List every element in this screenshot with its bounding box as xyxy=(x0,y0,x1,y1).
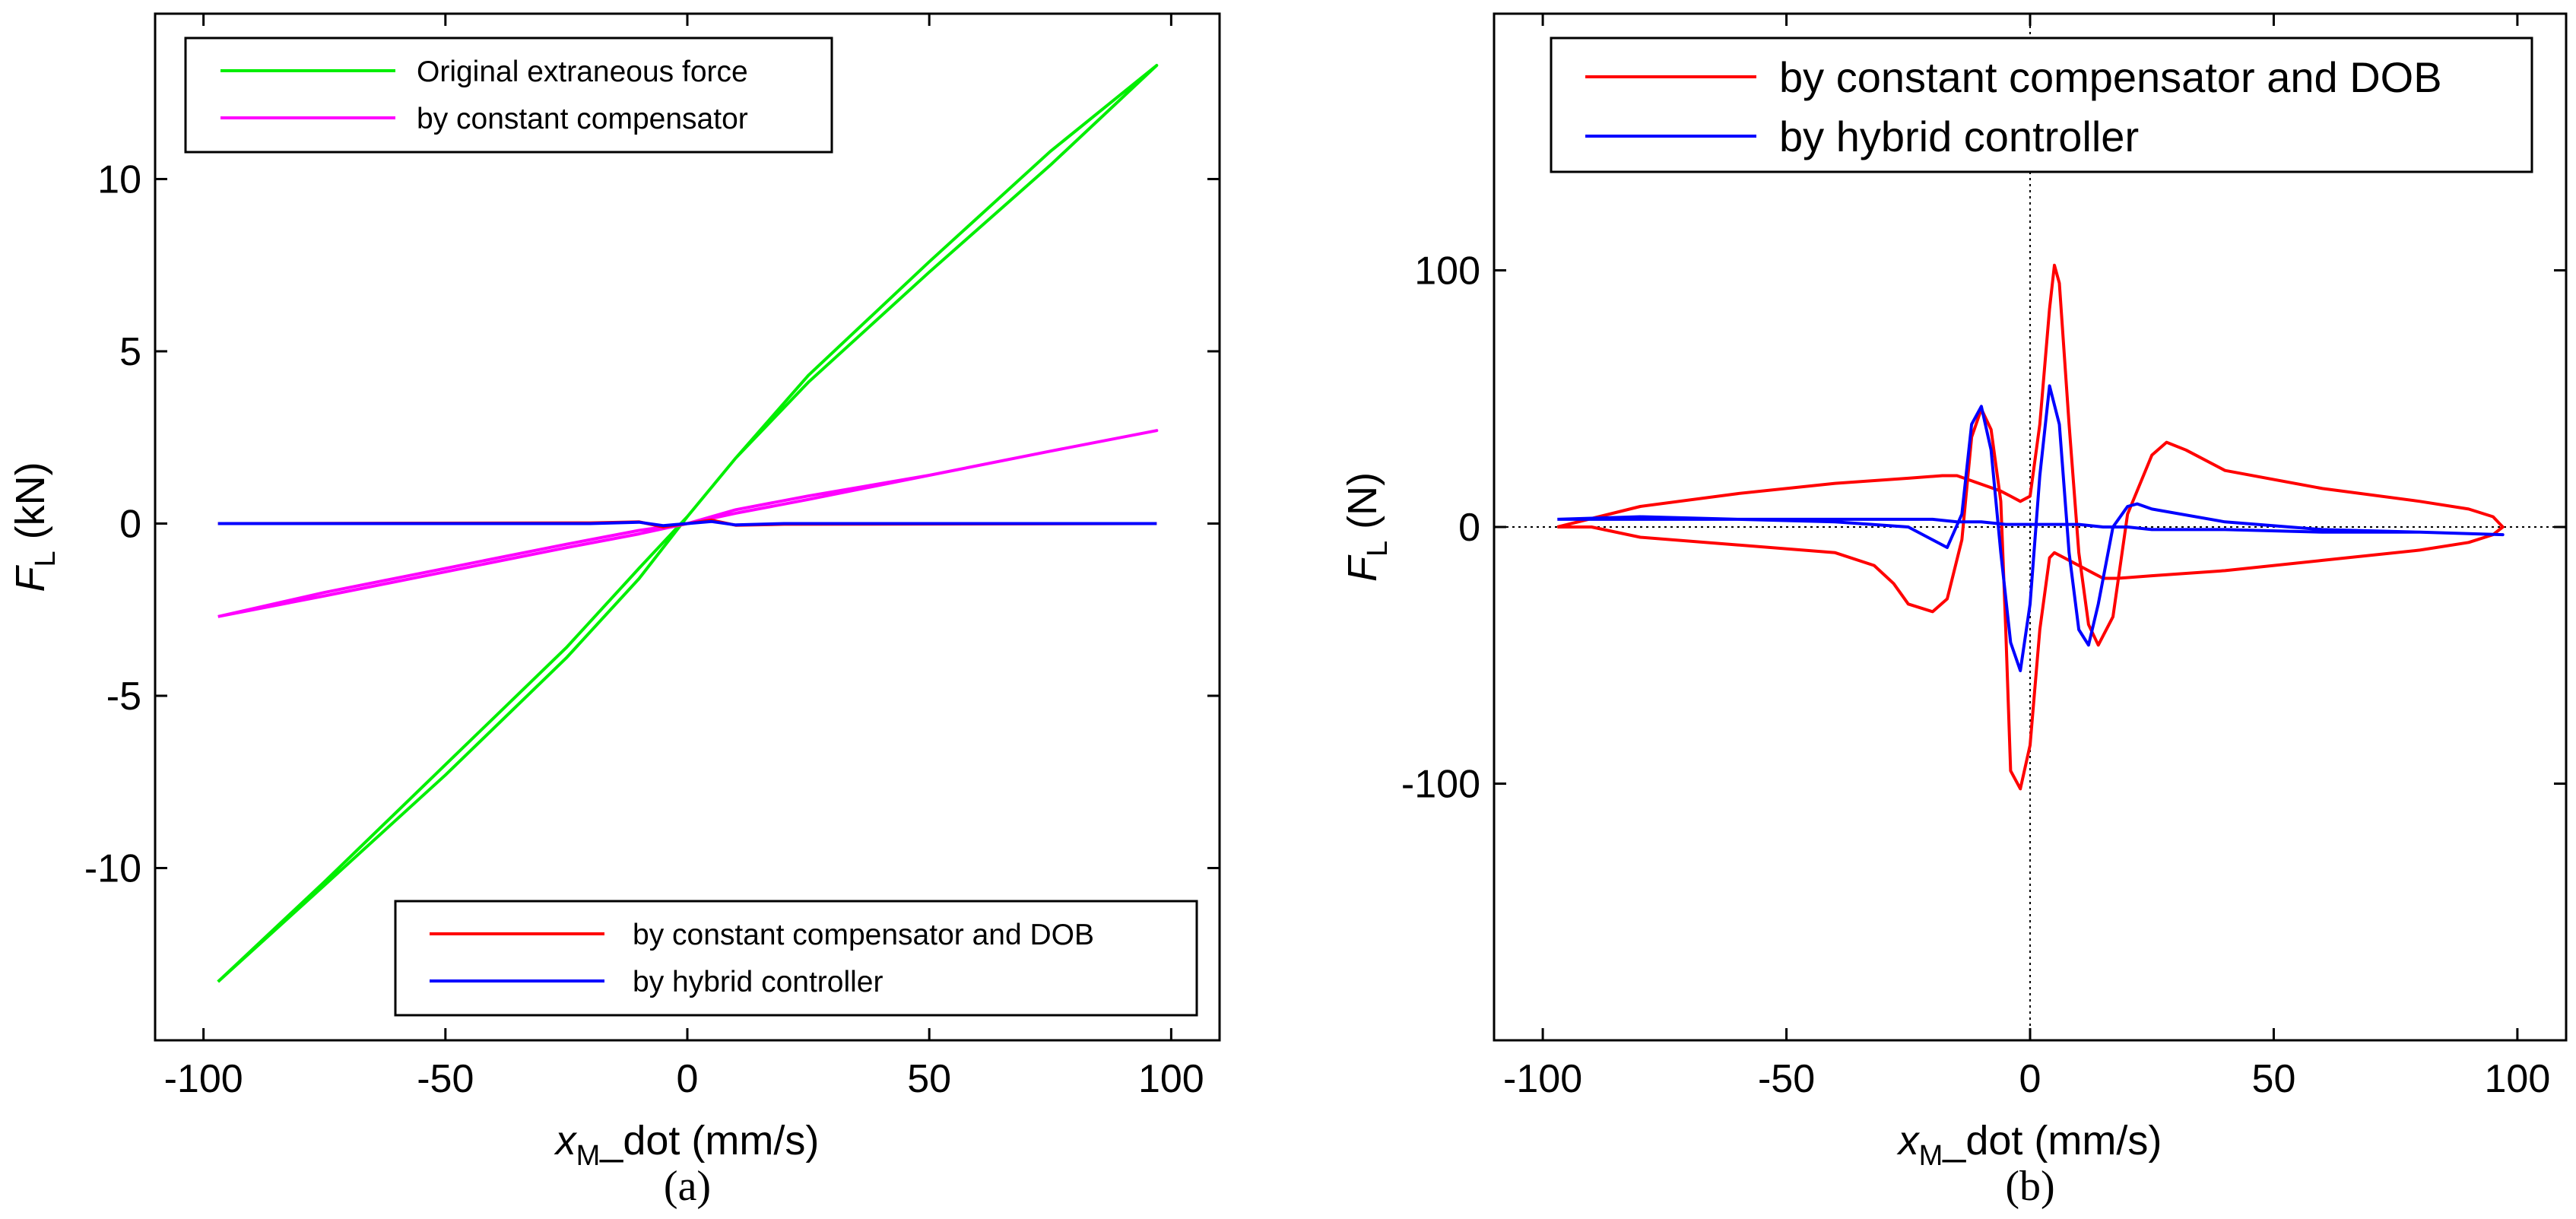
x-tick-label: 0 xyxy=(2019,1057,2041,1101)
y-tick-label: -100 xyxy=(1401,763,1480,807)
x-tick-label: -100 xyxy=(164,1057,243,1101)
panel-a-plot-frame xyxy=(154,12,1221,1042)
y-tick-label: 0 xyxy=(119,502,141,546)
y-tick-label: -10 xyxy=(84,846,141,890)
panel-a-y-axis-label: FL (kN) xyxy=(8,462,62,592)
y-tick-label: 0 xyxy=(1458,506,1480,550)
legend-label-constant-compensator: by constant compensator xyxy=(417,103,748,135)
panel-a-series-group xyxy=(217,64,1159,983)
panel-a-legend-top-left: Original extraneous force by constant co… xyxy=(184,37,833,154)
x-tick-label: -100 xyxy=(1503,1057,1582,1101)
series-line-a-3 xyxy=(217,519,1157,528)
panel-a-x-axis-label: xM_dot (mm/s) xyxy=(554,1118,820,1172)
x-tick-label: 100 xyxy=(1138,1057,1204,1101)
x-tick-label: -50 xyxy=(1758,1057,1815,1101)
panel-b-caption: (b) xyxy=(2005,1163,2054,1210)
series-line-a-0 xyxy=(217,64,1159,983)
legend-label-constant-compensator-dob-b: by constant compensator and DOB xyxy=(1779,53,2442,101)
x-tick-label: -50 xyxy=(417,1057,474,1101)
panel-a-caption: (a) xyxy=(664,1163,711,1210)
x-tick-label: 100 xyxy=(2485,1057,2551,1101)
panel-b-x-ticks: -100 -50 0 50 100 xyxy=(1503,14,2550,1101)
panel-b-series-group xyxy=(1556,263,2505,791)
series-line-b-0 xyxy=(1556,263,2505,791)
panel-b-x-axis-label: xM_dot (mm/s) xyxy=(1896,1118,2162,1172)
panel-b-y-axis-label: FL (N) xyxy=(1340,472,1394,582)
y-tick-label: 100 xyxy=(1414,249,1480,294)
legend-label-hybrid-controller-b: by hybrid controller xyxy=(1779,113,2139,160)
series-line-a-1 xyxy=(217,429,1159,618)
x-tick-label: 0 xyxy=(677,1057,699,1101)
x-tick-label: 50 xyxy=(907,1057,951,1101)
legend-label-hybrid-controller: by hybrid controller xyxy=(633,966,883,998)
legend-label-constant-compensator-dob: by constant compensator and DOB xyxy=(633,919,1094,951)
legend-label-original-extraneous-force: Original extraneous force xyxy=(417,56,748,88)
panel-a-legend-top-left-box xyxy=(184,37,833,154)
x-tick-label: 50 xyxy=(2252,1057,2296,1101)
panel-a-legend-bottom-right: by constant compensator and DOB by hybri… xyxy=(394,900,1198,1017)
panel-a-legend-bottom-right-box xyxy=(394,900,1198,1017)
y-tick-label: 5 xyxy=(119,330,141,374)
panel-b-y-ticks: -100 0 100 xyxy=(1401,249,2566,807)
panel-b-zero-lines xyxy=(1494,14,2566,1040)
panel-b-legend-box xyxy=(1550,37,2533,173)
panel-b-legend-top: by constant compensator and DOB by hybri… xyxy=(1550,37,2533,173)
y-tick-label: -5 xyxy=(106,675,141,719)
panel-a-y-ticks: -10 -5 0 5 10 xyxy=(84,157,1220,890)
series-line-b-1 xyxy=(1557,384,2505,672)
y-tick-label: 10 xyxy=(97,157,141,202)
panel-b: -100 -50 0 50 100 -100 0 100 by constant compe… xyxy=(1340,12,2568,1210)
panel-a-x-ticks: -100 -50 0 50 100 xyxy=(164,14,1204,1101)
